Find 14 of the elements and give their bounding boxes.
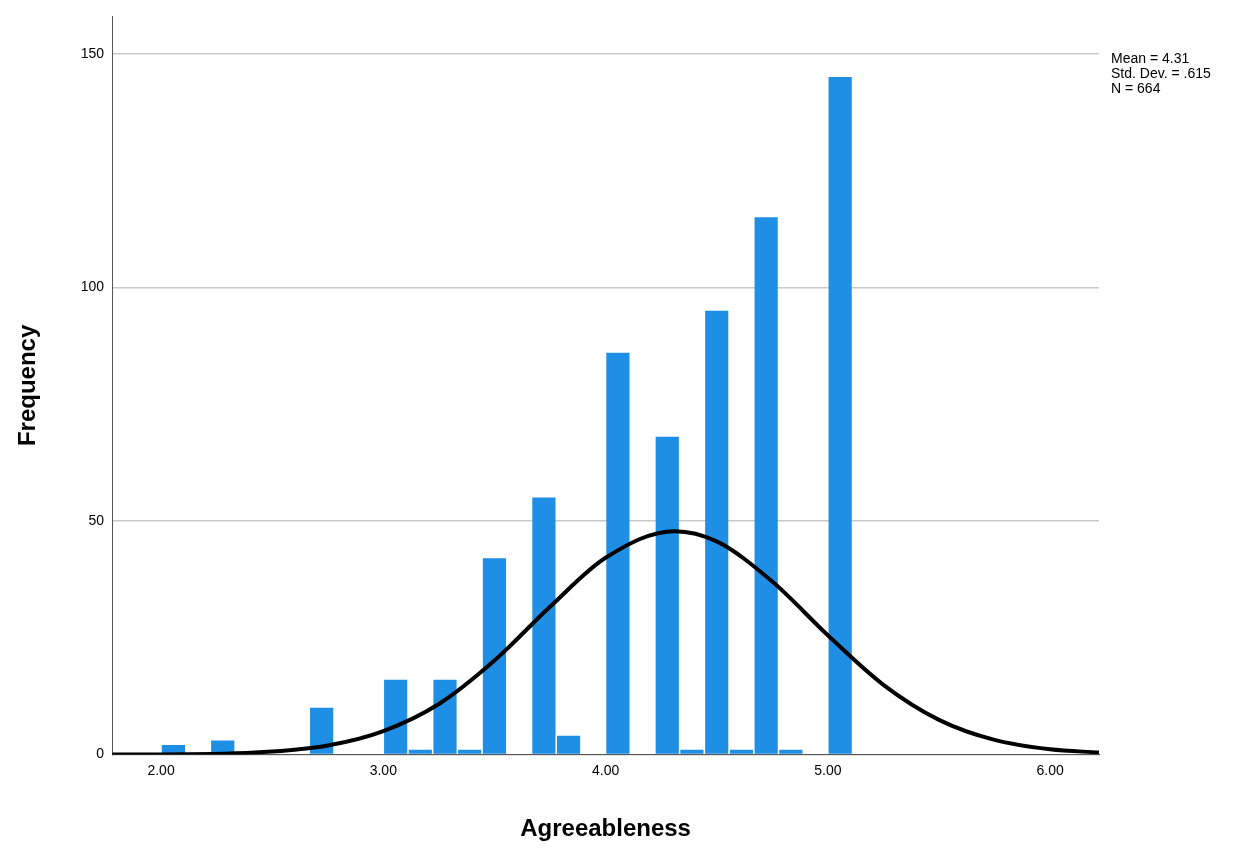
y-tick-label: 0 [96,745,105,762]
y-tick-label: 50 [88,511,105,528]
x-tick-label: 6.00 [1036,761,1064,778]
x-tick-label: 4.00 [591,761,620,778]
y-tick-label: 150 [80,44,105,61]
text: Mean = 4.31 [1111,49,1190,66]
y-tick-label: 100 [80,278,105,295]
x-axis-title: Agreeableness [520,814,691,842]
y-axis-title: Frequency [13,324,41,447]
text: N = 664 [1111,79,1161,96]
text: Std. Dev. = .615 [1111,64,1211,81]
x-tick-label: 3.00 [369,761,398,778]
x-tick-label: 2.00 [147,761,175,778]
x-tick-label: 5.00 [814,761,842,778]
